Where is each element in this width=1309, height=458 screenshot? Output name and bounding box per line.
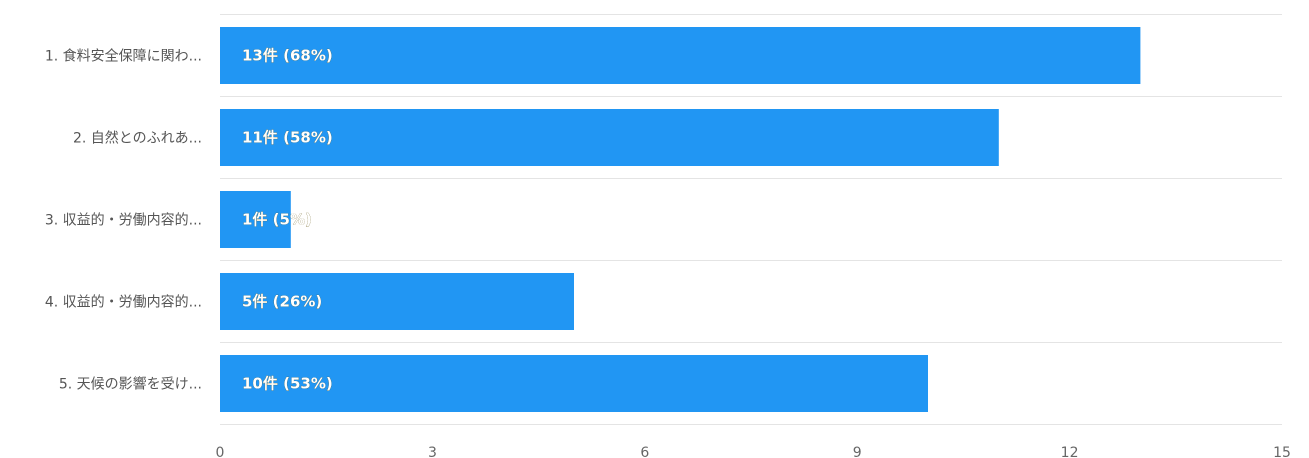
bar-data-label-5: 10件 (53%) xyxy=(242,375,333,393)
bar-data-label-3: 1件 (5%) xyxy=(242,211,312,229)
bar-4[interactable] xyxy=(220,273,574,330)
grid-layer xyxy=(220,14,1282,425)
x-tick-label-9: 9 xyxy=(853,445,862,458)
bar-layer: 13件 (68%) 11件 (58%) 1件 (5%) 5件 (26%) 10件 (53… xyxy=(220,27,1141,412)
x-axis-tick-layer: 0 3 6 9 12 15 xyxy=(216,445,1291,458)
bar-1[interactable] xyxy=(220,27,1141,84)
x-tick-label-12: 12 xyxy=(1061,445,1079,458)
category-label-4: 4. 収益的・労働内容的... xyxy=(45,294,202,311)
bar-2[interactable] xyxy=(220,109,999,166)
category-label-layer: 1. 食料安全保障に関わ... 2. 自然とのふれあ... 3. 収益的・労働内容的… xyxy=(45,48,202,393)
bar-5[interactable] xyxy=(220,355,928,412)
x-tick-label-6: 6 xyxy=(640,445,649,458)
category-label-2: 2. 自然とのふれあ... xyxy=(73,130,202,147)
category-label-5: 5. 天候の影響を受け... xyxy=(59,376,202,393)
bar-3[interactable] xyxy=(220,191,291,248)
x-tick-label-3: 3 xyxy=(428,445,437,458)
x-tick-label-0: 0 xyxy=(216,445,225,458)
x-tick-label-15: 15 xyxy=(1273,445,1291,458)
category-label-1: 1. 食料安全保障に関わ... xyxy=(45,48,202,65)
bar-data-label-4: 5件 (26%) xyxy=(242,293,322,311)
category-label-3: 3. 収益的・労働内容的... xyxy=(45,212,202,229)
bar-data-label-1: 13件 (68%) xyxy=(242,47,333,65)
bar-data-label-2: 11件 (58%) xyxy=(242,129,333,147)
